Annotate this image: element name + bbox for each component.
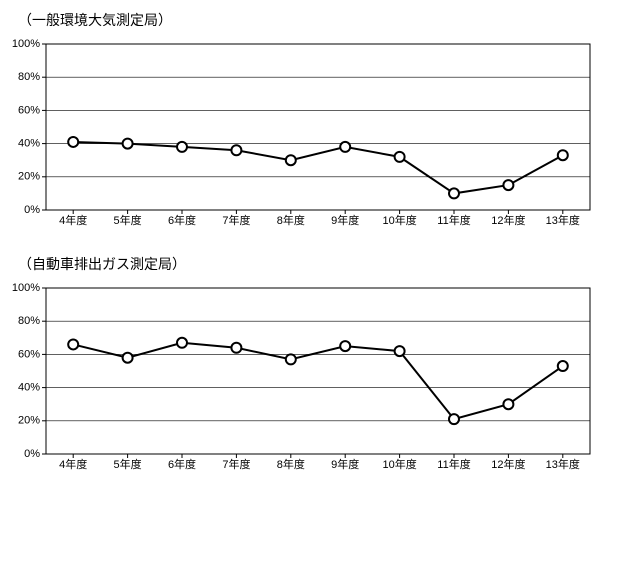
- xtick-label: 9年度: [331, 213, 359, 227]
- ytick-label: 80%: [18, 315, 40, 327]
- xtick-label: 9年度: [331, 457, 359, 471]
- general-env-plot: 0% 20% 40% 60% 80% 100% 4年度 5年度 6年度 7年度 8年度 9年度 10年度…: [10, 34, 600, 234]
- xtick-label: 12年度: [491, 213, 525, 227]
- data-marker: [558, 361, 568, 371]
- data-marker: [231, 343, 241, 353]
- xtick-label: 6年度: [168, 457, 196, 471]
- auto-exhaust-plot: 0% 20% 40% 60% 80% 100% 4年度 5年度 6年度 7年度 8年度 9年度 10年度…: [10, 278, 600, 478]
- auto-exhaust-chart: （自動車排出ガス測定局） 0% 20% 40% 60% 80% 100% 4年度 5年度 6年度 7…: [10, 254, 626, 478]
- xtick-label: 11年度: [437, 213, 470, 227]
- xtick-label: 10年度: [382, 457, 416, 471]
- data-marker: [231, 145, 241, 155]
- plot-border: [46, 288, 590, 454]
- ytick-label: 60%: [18, 104, 40, 116]
- data-marker: [449, 188, 459, 198]
- ytick-label: 60%: [18, 348, 40, 360]
- general-env-title: （一般環境大気測定局）: [18, 10, 626, 30]
- xtick-label: 6年度: [168, 213, 196, 227]
- data-marker: [395, 346, 405, 356]
- series-line: [73, 142, 563, 193]
- data-marker: [503, 399, 513, 409]
- general-env-chart: （一般環境大気測定局） 0% 20% 40% 60% 80% 100% 4年度 5年度 6年度 7年…: [10, 10, 626, 234]
- data-marker: [340, 341, 350, 351]
- data-marker: [68, 137, 78, 147]
- data-marker: [68, 339, 78, 349]
- data-marker: [286, 354, 296, 364]
- ytick-label: 40%: [18, 138, 40, 150]
- xtick-label: 12年度: [491, 457, 525, 471]
- ytick-label: 20%: [18, 171, 40, 183]
- auto-exhaust-plot-wrap: 0% 20% 40% 60% 80% 100% 4年度 5年度 6年度 7年度 8年度 9年度 10年度…: [10, 278, 626, 478]
- ytick-label: 0%: [24, 204, 40, 216]
- ytick-label: 20%: [18, 415, 40, 427]
- xtick-label: 4年度: [59, 213, 87, 227]
- xtick-label: 7年度: [222, 213, 250, 227]
- data-marker: [395, 152, 405, 162]
- data-marker: [503, 180, 513, 190]
- xtick-label: 5年度: [114, 213, 142, 227]
- data-marker: [340, 142, 350, 152]
- data-marker: [286, 155, 296, 165]
- xtick-label: 4年度: [59, 457, 87, 471]
- xtick-label: 11年度: [437, 457, 470, 471]
- xtick-label: 13年度: [546, 213, 580, 227]
- ytick-label: 40%: [18, 382, 40, 394]
- xtick-label: 10年度: [382, 213, 416, 227]
- ytick-label: 80%: [18, 71, 40, 83]
- data-marker: [177, 338, 187, 348]
- data-marker: [123, 139, 133, 149]
- xtick-label: 5年度: [114, 457, 142, 471]
- data-marker: [558, 150, 568, 160]
- ytick-label: 0%: [24, 448, 40, 460]
- data-marker: [123, 353, 133, 363]
- ytick-label: 100%: [12, 38, 40, 50]
- xtick-label: 7年度: [222, 457, 250, 471]
- xtick-label: 8年度: [277, 457, 305, 471]
- xtick-label: 13年度: [546, 457, 580, 471]
- ytick-label: 100%: [12, 282, 40, 294]
- auto-exhaust-title: （自動車排出ガス測定局）: [18, 254, 626, 274]
- xtick-label: 8年度: [277, 213, 305, 227]
- data-marker: [449, 414, 459, 424]
- data-marker: [177, 142, 187, 152]
- general-env-plot-wrap: 0% 20% 40% 60% 80% 100% 4年度 5年度 6年度 7年度 8年度 9年度 10年度…: [10, 34, 626, 234]
